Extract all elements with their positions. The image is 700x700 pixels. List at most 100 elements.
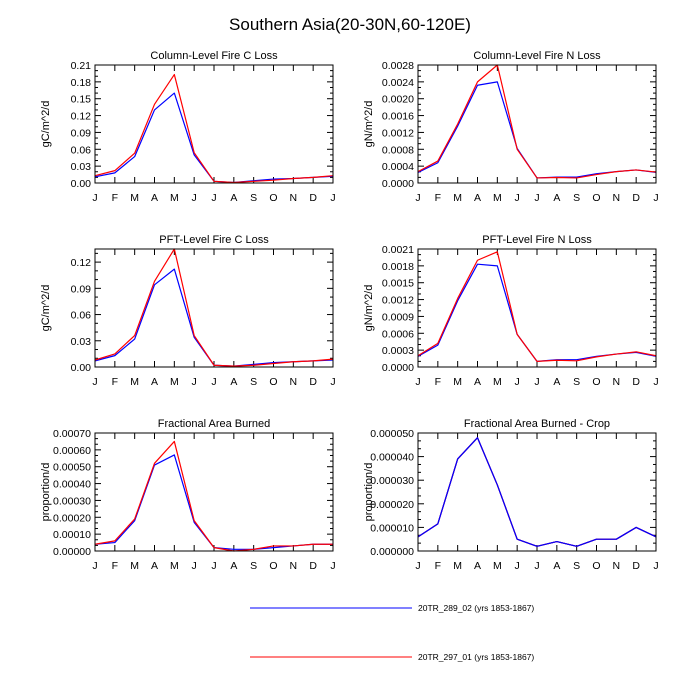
y-axis-label: gC/m^2/d: [40, 285, 52, 332]
chart-panel: Fractional Area Burned - Crop proportion/…: [363, 418, 659, 572]
x-tick-label: J: [534, 376, 539, 388]
x-tick-label: J: [653, 376, 658, 388]
y-tick-label: 0.0020: [382, 94, 414, 106]
panels: Column-Level Fire C Loss gC/m^2/d 0.00 0.03…: [40, 50, 659, 572]
x-tick-label: O: [269, 560, 277, 572]
y-tick-label: 0.06: [71, 144, 92, 156]
x-tick-label: O: [592, 560, 600, 572]
y-tick-label: 0.0028: [382, 60, 414, 72]
x-tick-label: J: [653, 192, 658, 204]
y-tick-label: 0.0016: [382, 111, 414, 123]
x-tick-label: A: [474, 192, 481, 204]
x-tick-label: D: [632, 376, 640, 388]
series-line: [417, 263, 657, 362]
y-tick-label: 0.0018: [382, 261, 414, 273]
x-tick-label: S: [573, 376, 580, 388]
chart-panel: Column-Level Fire N Loss gN/m^2/d 0.0000 0.…: [363, 50, 659, 204]
x-tick-label: J: [330, 192, 335, 204]
x-tick-label: J: [515, 560, 520, 572]
series-line: [417, 437, 657, 547]
x-tick-label: J: [330, 560, 335, 572]
x-tick-label: A: [553, 560, 560, 572]
y-tick-label: 0.0003: [382, 345, 414, 357]
y-tick-label: 0.00040: [53, 479, 91, 491]
x-tick-label: A: [151, 192, 158, 204]
series-line: [94, 92, 334, 184]
x-tick-label: A: [474, 376, 481, 388]
y-axis-label: proportion/d: [363, 463, 375, 522]
y-tick-label: 0.00000: [53, 546, 91, 558]
x-tick-label: J: [515, 376, 520, 388]
y-tick-label: 0.21: [71, 60, 92, 72]
series-line: [417, 251, 657, 362]
y-axis-label: gN/m^2/d: [363, 101, 375, 148]
plot-frame: [417, 248, 657, 368]
x-tick-label: S: [250, 376, 257, 388]
y-tick-label: 0.000020: [370, 499, 414, 511]
series-line: [94, 454, 333, 550]
x-tick-label: M: [170, 560, 179, 572]
x-tick-label: N: [613, 192, 621, 204]
panel-title: Column-Level Fire N Loss: [473, 50, 601, 62]
y-tick-label: 0.0024: [382, 77, 414, 89]
series-line: [417, 81, 657, 179]
x-tick-label: A: [553, 376, 560, 388]
x-tick-label: J: [515, 192, 520, 204]
y-tick-label: 0.00: [71, 178, 92, 190]
plot-frame: [417, 432, 657, 552]
x-tick-label: O: [592, 376, 600, 388]
y-tick-label: 0.000050: [370, 428, 414, 440]
x-tick-label: N: [613, 376, 621, 388]
x-tick-label: J: [534, 192, 539, 204]
y-tick-label: 0.000000: [370, 546, 414, 558]
panel-title: PFT-Level Fire C Loss: [159, 234, 269, 246]
y-tick-label: 0.00010: [53, 529, 91, 541]
x-tick-label: M: [453, 192, 462, 204]
x-tick-label: J: [415, 376, 420, 388]
x-tick-label: F: [112, 192, 118, 204]
panel-title: Fractional Area Burned: [158, 418, 271, 430]
y-tick-label: 0.0004: [382, 161, 414, 173]
x-tick-label: J: [192, 376, 197, 388]
y-tick-label: 0.000010: [370, 522, 414, 534]
x-tick-label: N: [290, 376, 298, 388]
y-axis-label: gC/m^2/d: [40, 101, 52, 148]
x-tick-label: A: [151, 560, 158, 572]
x-tick-label: J: [330, 376, 335, 388]
x-tick-label: A: [230, 560, 237, 572]
x-tick-label: M: [493, 192, 502, 204]
x-tick-label: O: [269, 192, 277, 204]
x-tick-label: F: [435, 376, 441, 388]
x-tick-label: F: [435, 560, 441, 572]
plot-frame: [94, 432, 334, 552]
x-tick-label: D: [632, 192, 640, 204]
y-tick-label: 0.12: [71, 257, 92, 269]
x-tick-label: J: [192, 560, 197, 572]
x-tick-label: S: [250, 560, 257, 572]
y-tick-label: 0.09: [71, 283, 92, 295]
x-tick-label: J: [211, 560, 216, 572]
x-tick-label: J: [211, 192, 216, 204]
x-tick-label: S: [573, 560, 580, 572]
legend-label: 20TR_289_02 (yrs 1853-1867): [418, 603, 534, 613]
series-line: [94, 268, 334, 367]
y-tick-label: 0.0012: [382, 127, 414, 139]
series-line: [94, 440, 333, 552]
legend: 20TR_289_02 (yrs 1853-1867) 20TR_297_01 (…: [250, 603, 534, 662]
x-tick-label: F: [112, 560, 118, 572]
x-tick-label: A: [230, 376, 237, 388]
y-tick-label: 0.09: [71, 127, 92, 139]
x-tick-label: M: [170, 376, 179, 388]
y-tick-label: 0.00030: [53, 495, 91, 507]
plot-frame: [417, 64, 657, 184]
y-tick-label: 0.0009: [382, 311, 414, 323]
y-tick-label: 0.00020: [53, 512, 91, 524]
y-tick-label: 0.0008: [382, 144, 414, 156]
y-tick-label: 0.0000: [382, 362, 414, 374]
series-line: [417, 437, 657, 547]
x-tick-label: F: [112, 376, 118, 388]
chart-panel: PFT-Level Fire C Loss gC/m^2/d 0.00 0.03 0.0…: [40, 234, 336, 388]
y-tick-label: 0.000030: [370, 475, 414, 487]
y-tick-label: 0.0021: [382, 244, 414, 256]
